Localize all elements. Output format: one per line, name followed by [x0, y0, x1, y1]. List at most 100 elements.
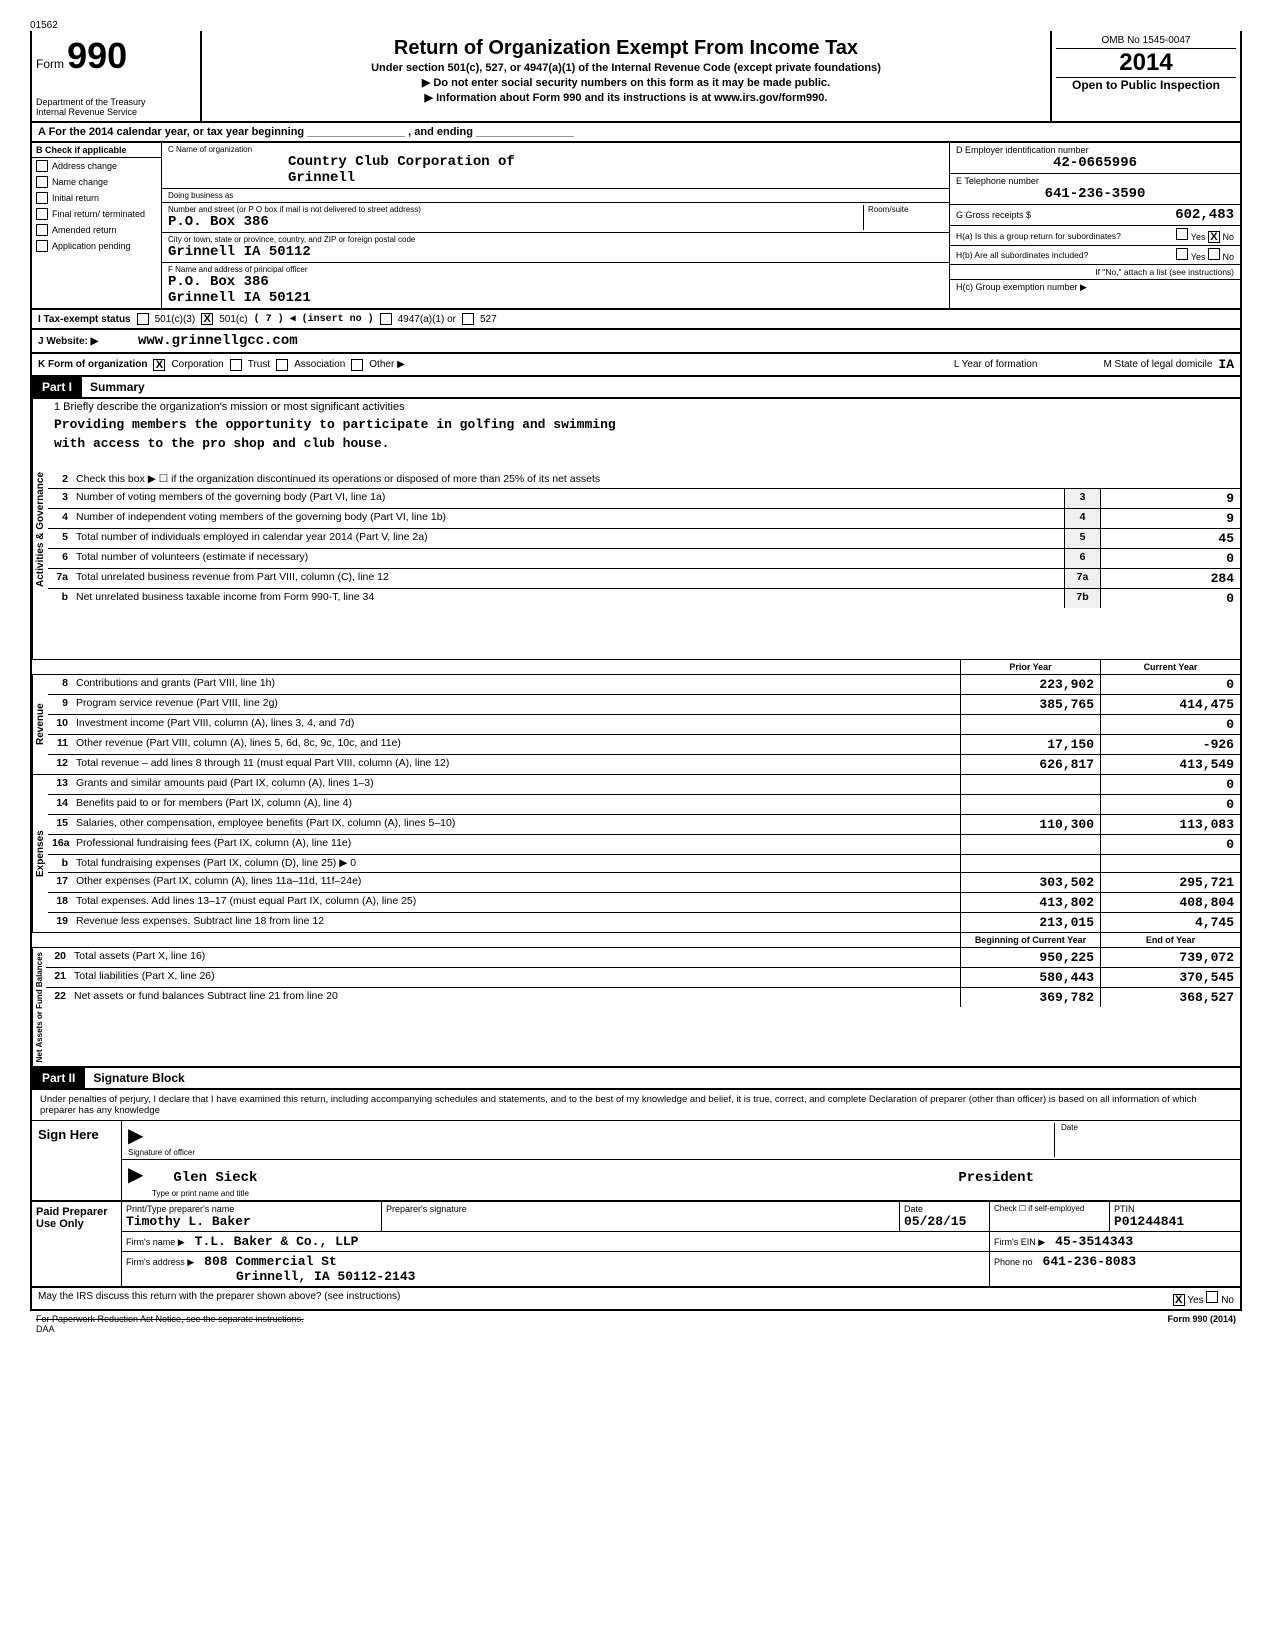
cb-address-change[interactable]: [36, 160, 48, 172]
cb-501c[interactable]: [201, 313, 213, 325]
cb-final-return[interactable]: [36, 208, 48, 220]
data-line: 11Other revenue (Part VIII, column (A), …: [48, 735, 1240, 755]
side-activities-governance: Activities & Governance: [32, 399, 48, 659]
cb-501c3[interactable]: [137, 313, 149, 325]
officer-title: President: [958, 1170, 1034, 1186]
mission-line-1: Providing members the opportunity to par…: [48, 415, 1240, 434]
part-2-header: Part II: [32, 1068, 85, 1088]
cb-other[interactable]: [351, 359, 363, 371]
part-1-header: Part I: [32, 377, 82, 397]
hdr-prior-year: Prior Year: [960, 660, 1100, 674]
org-name-2: Grinnell: [168, 170, 943, 186]
hb-no: No: [1222, 252, 1234, 262]
row-k-form-org: K Form of organization Corporation Trust…: [30, 354, 1242, 377]
cb-4947[interactable]: [380, 313, 392, 325]
col-d-right: D Employer identification number 42-0665…: [950, 143, 1240, 308]
cb-may-no[interactable]: [1206, 1291, 1218, 1303]
year-formation-label: L Year of formation: [954, 359, 1038, 370]
may-no: No: [1221, 1295, 1234, 1306]
prep-name-label: Print/Type preparer's name: [126, 1204, 377, 1214]
cb-association[interactable]: [276, 359, 288, 371]
opt-trust: Trust: [248, 359, 270, 370]
opt-other: Other ▶: [369, 359, 404, 370]
cb-ha-no[interactable]: [1208, 231, 1220, 243]
cb-trust[interactable]: [230, 359, 242, 371]
form-number: 990: [67, 35, 127, 76]
room-label: Room/suite: [868, 205, 943, 214]
sig-officer-label: Signature of officer: [128, 1148, 1054, 1157]
row-a-tax-year: A For the 2014 calendar year, or tax yea…: [30, 123, 1242, 143]
h-note: If "No," attach a list (see instructions…: [950, 265, 1240, 280]
gross-value: 602,483: [1175, 207, 1234, 223]
open-inspection: Open to Public Inspection: [1056, 77, 1236, 92]
form-label: Form: [36, 57, 64, 71]
gov-line: 7aTotal unrelated business revenue from …: [48, 569, 1240, 589]
tax-year: 2014: [1056, 49, 1236, 77]
part-1-title: Summary: [82, 377, 153, 397]
footer-row: For Paperwork Reduction Act Notice, see …: [30, 1311, 1242, 1337]
perjury-text: Under penalties of perjury, I declare th…: [32, 1090, 1240, 1120]
lbl-name-change: Name change: [52, 177, 108, 187]
form-header: Form 990 Department of the Treasury Inte…: [30, 31, 1242, 123]
mission-line-2: with access to the pro shop and club hou…: [48, 434, 1240, 453]
daa: DAA: [36, 1324, 55, 1334]
ssn-warning: ▶ Do not enter social security numbers o…: [208, 76, 1044, 89]
cb-application-pending[interactable]: [36, 240, 48, 252]
addr-label: Number and street (or P O box if mail is…: [168, 205, 863, 214]
dept-irs: Internal Revenue Service: [36, 107, 196, 117]
org-address: P.O. Box 386: [168, 214, 863, 230]
sig-date-label: Date: [1061, 1123, 1234, 1132]
firm-ein: 45-3514343: [1055, 1234, 1133, 1249]
lbl-initial-return: Initial return: [52, 193, 99, 203]
data-line: 9Program service revenue (Part VIII, lin…: [48, 695, 1240, 715]
h-b-label: H(b) Are all subordinates included?: [956, 250, 1088, 260]
row-j-label: J Website: ▶: [38, 336, 138, 347]
dept-treasury: Department of the Treasury: [36, 97, 196, 107]
cb-hb-no[interactable]: [1208, 248, 1220, 260]
opt-501c3: 501(c)(3): [155, 314, 196, 325]
officer-name: Glen Sieck: [173, 1170, 257, 1186]
data-line: 14Benefits paid to or for members (Part …: [48, 795, 1240, 815]
data-line: 12Total revenue – add lines 8 through 11…: [48, 755, 1240, 774]
paperwork-notice: For Paperwork Reduction Act Notice, see …: [36, 1314, 304, 1324]
cb-initial-return[interactable]: [36, 192, 48, 204]
cb-may-yes[interactable]: [1173, 1294, 1185, 1306]
cb-hb-yes[interactable]: [1176, 248, 1188, 260]
part-2-title: Signature Block: [85, 1068, 192, 1088]
data-line: bTotal fundraising expenses (Part IX, co…: [48, 855, 1240, 873]
cb-name-change[interactable]: [36, 176, 48, 188]
cb-ha-yes[interactable]: [1176, 228, 1188, 240]
state-value: IA: [1218, 357, 1234, 372]
opt-corp: Corporation: [171, 359, 223, 370]
ptin-label: PTIN: [1114, 1204, 1236, 1214]
side-revenue: Revenue: [32, 675, 48, 774]
officer-addr-1: P.O. Box 386: [168, 274, 943, 290]
phone-value: 641-236-8083: [1043, 1254, 1137, 1269]
cb-527[interactable]: [462, 313, 474, 325]
officer-label: F Name and address of principal officer: [168, 265, 943, 274]
gov-line: 3Number of voting members of the governi…: [48, 489, 1240, 509]
data-line: 21Total liabilities (Part X, line 26)580…: [46, 968, 1240, 988]
lbl-amended-return: Amended return: [52, 225, 117, 235]
dba-label: Doing business as: [168, 191, 943, 200]
col-c-org-info: C Name of organization Country Club Corp…: [162, 143, 950, 308]
may-discuss-text: May the IRS discuss this return with the…: [38, 1291, 400, 1306]
data-line: 15Salaries, other compensation, employee…: [48, 815, 1240, 835]
mission-label: 1 Briefly describe the organization's mi…: [48, 399, 1240, 415]
prep-date-label: Date: [904, 1204, 985, 1214]
cb-corporation[interactable]: [153, 359, 165, 371]
form-subtitle: Under section 501(c), 527, or 4947(a)(1)…: [208, 62, 1044, 74]
cb-amended-return[interactable]: [36, 224, 48, 236]
officer-addr-2: Grinnell IA 50121: [168, 290, 943, 306]
omb-number: OMB No 1545-0047: [1056, 35, 1236, 49]
org-name-label: C Name of organization: [168, 145, 943, 154]
row-i-label: I Tax-exempt status: [38, 314, 131, 325]
paid-preparer-label: Paid Preparer Use Only: [32, 1202, 122, 1286]
firm-name: T.L. Baker & Co., LLP: [195, 1234, 359, 1249]
lbl-application-pending: Application pending: [52, 241, 131, 251]
identity-block: B Check if applicable Address change Nam…: [30, 143, 1242, 310]
ha-yes: Yes: [1191, 232, 1206, 242]
data-line: 10Investment income (Part VIII, column (…: [48, 715, 1240, 735]
data-line: 8Contributions and grants (Part VIII, li…: [48, 675, 1240, 695]
form-title: Return of Organization Exempt From Incom…: [208, 37, 1044, 60]
